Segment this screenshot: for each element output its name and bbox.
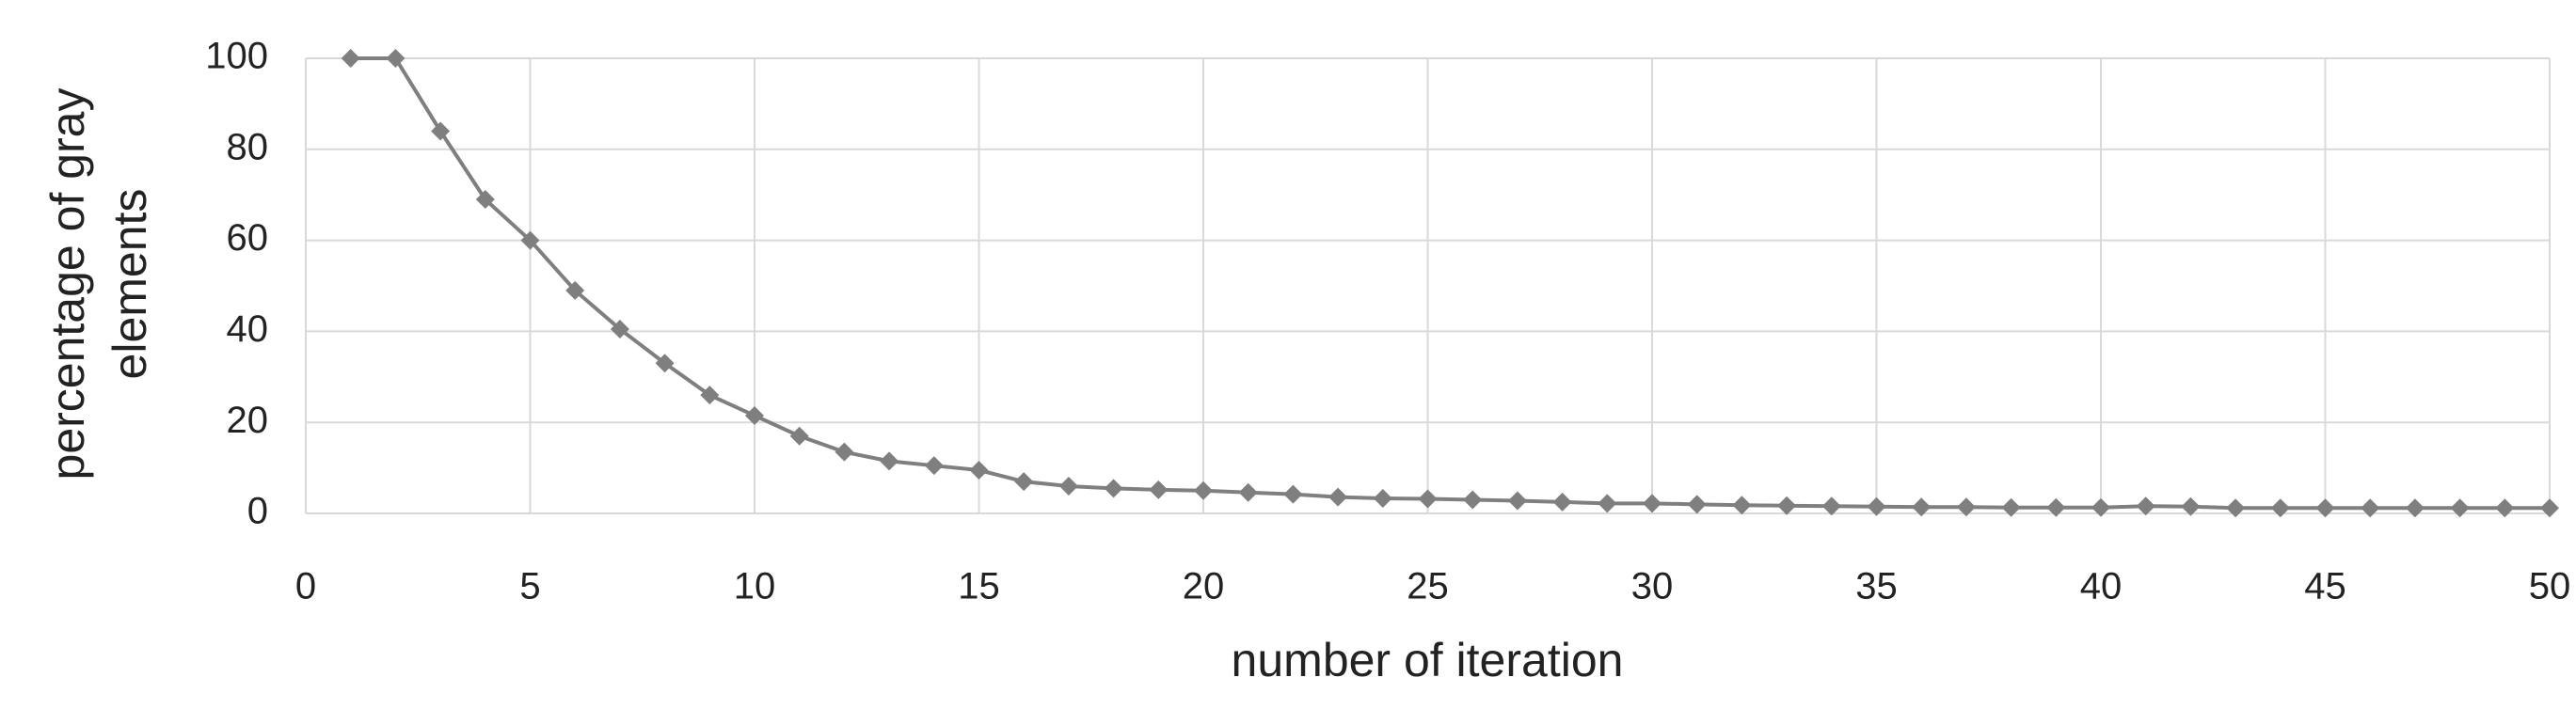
data-point — [341, 49, 360, 68]
y-tick-label: 0 — [247, 491, 268, 532]
data-point — [1643, 494, 1662, 513]
data-point — [2181, 496, 2201, 516]
x-tick-label: 45 — [2304, 566, 2346, 607]
data-point — [1149, 480, 1169, 499]
data-point — [2001, 497, 2021, 517]
data-point — [1777, 496, 1797, 515]
data-point — [1821, 496, 1841, 516]
data-point — [475, 190, 495, 210]
x-axis-label: number of iteration — [1232, 634, 1624, 686]
data-point — [2540, 498, 2559, 518]
data-point — [2361, 498, 2380, 518]
data-point — [655, 354, 675, 373]
data-point — [2046, 497, 2066, 517]
data-point — [1058, 476, 1078, 496]
data-point — [1104, 479, 1123, 498]
data-point — [1418, 489, 1438, 509]
data-point — [431, 121, 451, 141]
x-tick-label: 35 — [1855, 566, 1898, 607]
data-point — [924, 456, 944, 476]
data-point — [1598, 494, 1617, 513]
data-point — [2450, 498, 2470, 518]
x-tick-label: 30 — [1631, 566, 1674, 607]
y-axis-label: percentage of gray elements — [41, 87, 156, 481]
data-point — [386, 49, 405, 68]
data-point — [1283, 484, 1303, 504]
data-point — [2405, 498, 2425, 518]
x-tick-label: 40 — [2080, 566, 2123, 607]
data-point — [880, 451, 899, 471]
data-point — [2091, 497, 2110, 517]
data-point — [1373, 489, 1392, 509]
data-point — [835, 442, 854, 462]
data-point — [789, 426, 809, 446]
data-point — [1867, 496, 1886, 516]
x-tick-label: 0 — [295, 566, 316, 607]
data-point — [745, 405, 764, 425]
data-point — [2315, 498, 2335, 518]
data-point — [1014, 472, 1034, 492]
data-point — [565, 280, 585, 300]
data-point — [610, 319, 629, 339]
series-line — [350, 56, 2550, 511]
y-tick-label: 80 — [227, 126, 269, 167]
data-point — [1687, 495, 1707, 514]
data-point — [969, 461, 989, 481]
data-point — [1194, 481, 1213, 500]
data-point — [1732, 496, 1752, 515]
x-tick-label: 5 — [519, 566, 540, 607]
data-point — [2136, 496, 2155, 516]
data-point — [1328, 487, 1348, 507]
x-tick-label: 25 — [1407, 566, 1449, 607]
x-tick-label: 15 — [958, 566, 1000, 607]
data-point — [2495, 498, 2515, 518]
y-tick-label: 20 — [227, 400, 269, 441]
data-point — [1463, 490, 1483, 510]
x-tick-label: 20 — [1183, 566, 1225, 607]
data-point — [1956, 497, 1976, 517]
data-point — [1507, 491, 1527, 511]
data-point — [1238, 482, 1258, 502]
data-point — [2226, 498, 2246, 518]
data-point — [1912, 497, 1932, 517]
x-tick-label: 10 — [734, 566, 776, 607]
data-point — [1552, 492, 1572, 512]
x-tick-label: 50 — [2529, 566, 2571, 607]
data-point — [700, 386, 720, 405]
y-tick-label: 60 — [227, 217, 269, 259]
data-point — [2270, 498, 2290, 518]
y-tick-label: 40 — [227, 308, 269, 350]
data-point — [520, 230, 540, 250]
y-tick-label: 100 — [205, 36, 268, 77]
